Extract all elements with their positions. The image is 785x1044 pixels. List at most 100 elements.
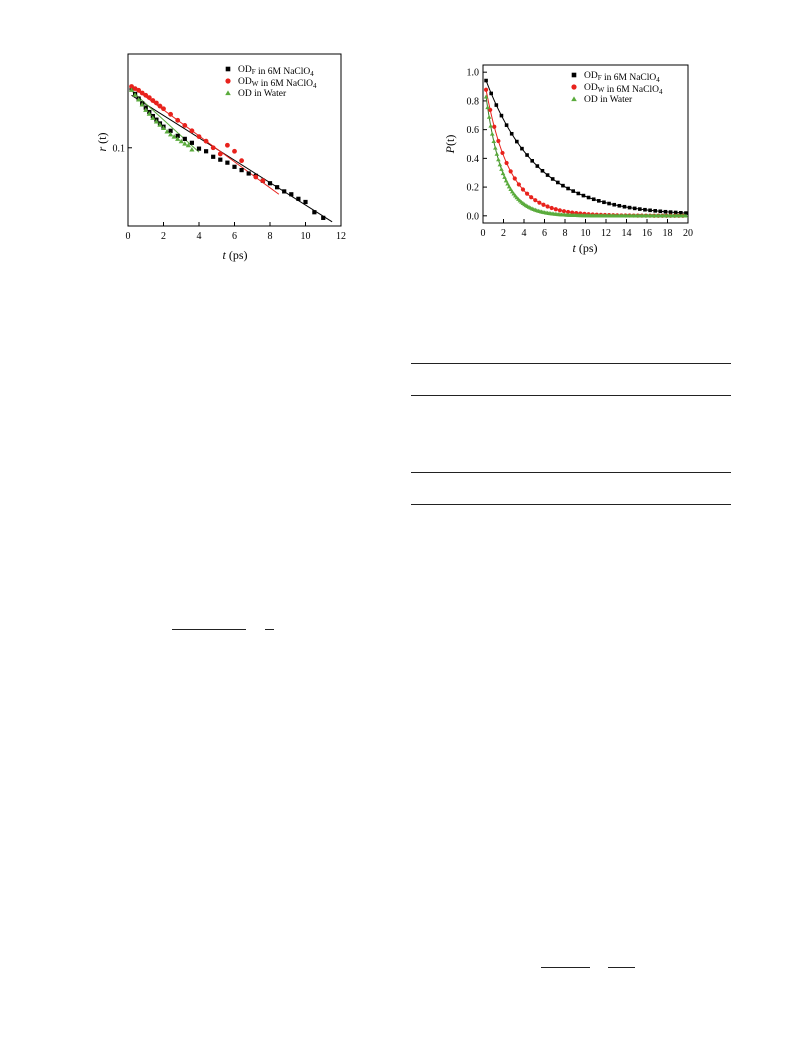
data-point xyxy=(154,100,159,106)
data-point xyxy=(505,181,510,186)
data-point xyxy=(128,87,135,92)
data-point xyxy=(506,184,512,189)
data-point xyxy=(129,84,134,89)
data-point xyxy=(217,151,223,157)
data-point xyxy=(225,78,231,84)
x-tick-label: 12 xyxy=(336,231,346,242)
data-point xyxy=(683,213,689,218)
data-point xyxy=(246,171,251,176)
data-point xyxy=(535,164,540,168)
data-point xyxy=(168,131,174,137)
data-point xyxy=(684,211,688,215)
data-point xyxy=(503,178,509,183)
x-tick-label: 14 xyxy=(622,228,632,239)
x-axis-label: t (ps) xyxy=(222,248,247,262)
data-point xyxy=(225,90,231,96)
data-point xyxy=(515,139,519,144)
data-point xyxy=(549,205,554,211)
x-tick-label: 0 xyxy=(126,231,131,242)
data-point xyxy=(303,199,308,205)
data-point xyxy=(483,87,489,92)
data-point xyxy=(225,66,231,72)
y-tick-label: 0.1 xyxy=(113,143,126,154)
data-point xyxy=(139,102,145,107)
data-point xyxy=(622,204,627,209)
data-point xyxy=(485,105,490,110)
fraction-bar xyxy=(265,629,274,630)
data-point xyxy=(150,98,156,103)
x-tick-label: 4 xyxy=(197,231,202,242)
data-point xyxy=(178,138,184,144)
data-point xyxy=(525,153,529,157)
data-point xyxy=(146,111,152,116)
data-point xyxy=(504,160,509,166)
data-point xyxy=(150,115,156,120)
data-point xyxy=(508,169,513,174)
data-point xyxy=(494,103,499,107)
data-point xyxy=(607,201,611,206)
data-point xyxy=(571,84,577,90)
data-point xyxy=(597,199,601,203)
data-point xyxy=(529,195,534,200)
data-point xyxy=(486,114,492,119)
x-tick-label: 4 xyxy=(522,228,527,239)
data-point xyxy=(499,113,504,118)
axis-ticks: 0 2 4 6 8 10 12 14 16 18 20 0.0 0.2 0.4 0.6 0.8 1.0 xyxy=(467,68,694,239)
data-point xyxy=(488,123,493,128)
data-point xyxy=(232,148,237,154)
x-tick-label: 16 xyxy=(642,228,652,239)
x-tick-label: 12 xyxy=(601,228,611,239)
data-point xyxy=(541,202,546,207)
y-tick-label: 0.0 xyxy=(467,211,480,222)
data-point xyxy=(203,138,209,144)
data-point xyxy=(557,208,562,213)
data-point xyxy=(500,171,506,176)
data-point xyxy=(586,195,591,200)
data-point xyxy=(132,86,138,92)
data-point xyxy=(282,189,287,194)
data-point xyxy=(489,131,495,136)
x-tick-label: 0 xyxy=(481,228,486,239)
data-point xyxy=(540,168,545,173)
data-point xyxy=(275,185,280,190)
x-tick-label: 2 xyxy=(501,228,506,239)
data-point xyxy=(143,107,149,112)
x-tick-label: 10 xyxy=(581,228,591,239)
x-tick-label: 8 xyxy=(268,231,273,242)
data-point xyxy=(312,210,317,215)
data-point xyxy=(576,191,581,196)
data-point xyxy=(638,207,642,211)
data-point xyxy=(504,123,509,127)
x-tick-label: 6 xyxy=(232,231,237,242)
axis-ticks: 0 2 4 6 8 10 12 0.1 xyxy=(113,143,347,242)
y-tick-label: 0.2 xyxy=(467,183,480,194)
data-point xyxy=(496,157,501,162)
x-tick-label: 18 xyxy=(663,228,673,239)
data-point xyxy=(157,103,163,109)
data-point xyxy=(602,200,606,205)
data-point xyxy=(232,164,237,169)
data-point xyxy=(632,206,637,211)
data-point xyxy=(566,186,570,191)
data-point xyxy=(545,204,550,209)
y-tick-label: 0.8 xyxy=(467,96,480,107)
data-points xyxy=(128,84,326,220)
data-point xyxy=(537,200,542,205)
data-point xyxy=(484,78,488,83)
data-point xyxy=(136,87,142,93)
data-point xyxy=(153,119,159,124)
data-point xyxy=(489,91,493,96)
legend-entry: ODF in 6M NaClO4 xyxy=(238,65,314,78)
data-point xyxy=(500,150,505,156)
data-point xyxy=(502,174,507,179)
data-point xyxy=(157,122,163,127)
data-point xyxy=(225,160,230,165)
data-point xyxy=(493,145,498,150)
data-point xyxy=(321,215,326,220)
data-point xyxy=(612,202,616,207)
data-point xyxy=(239,167,244,173)
data-point xyxy=(161,106,166,112)
